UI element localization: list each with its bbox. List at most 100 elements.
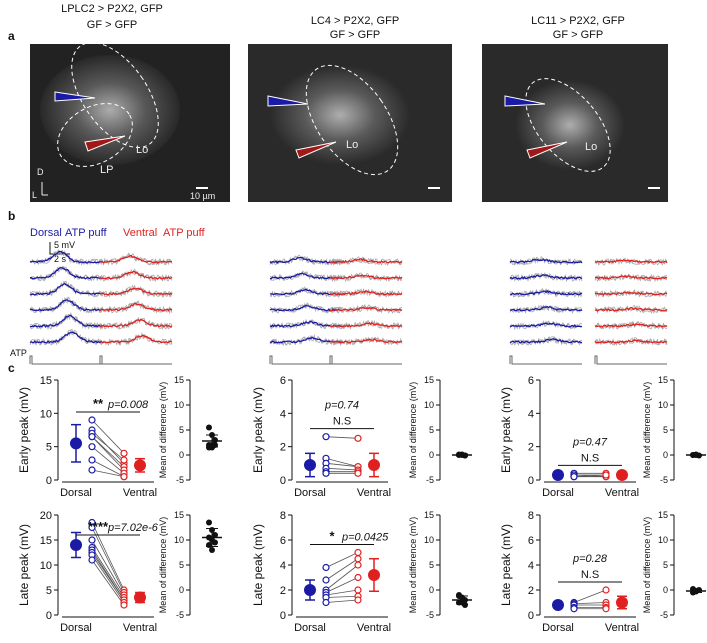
pair-line <box>325 457 359 468</box>
title: GF > GFP <box>553 29 603 41</box>
mean-trace <box>100 254 173 264</box>
data-point <box>354 561 362 569</box>
title: GF > GFP <box>330 29 380 41</box>
y-tick-label: 15 <box>424 375 434 385</box>
y-axis-label: Mean of difference (mV) <box>158 517 168 613</box>
region-label: Lo <box>346 139 358 151</box>
mean-trace <box>594 259 668 264</box>
trial-trace <box>99 300 173 314</box>
y-tick-label: 6 <box>280 375 286 387</box>
stimulus-marker <box>269 355 342 365</box>
pair-line <box>91 527 125 593</box>
data-point <box>322 576 330 584</box>
trial-trace <box>509 288 583 298</box>
trial-trace <box>99 284 173 299</box>
y-tick-label: 8 <box>528 510 534 522</box>
x-tick-label: Dorsal <box>294 487 326 499</box>
arrowhead <box>267 95 309 107</box>
data-point <box>206 542 212 548</box>
trial-trace <box>594 288 668 298</box>
y-tick-label: 5 <box>46 442 52 454</box>
p-value: p=0.28 <box>572 553 608 565</box>
p-value: p=7.02e-6 <box>107 522 159 534</box>
y-tick-label: 0 <box>46 610 52 622</box>
mean-trace <box>29 282 103 296</box>
mean-trace <box>30 299 103 312</box>
data-point <box>120 473 128 481</box>
mean-point <box>70 539 82 551</box>
y-tick-label: 10 <box>40 560 52 572</box>
y-tick-label: 0 <box>429 585 434 595</box>
trial-trace <box>329 304 403 314</box>
mean-trace <box>329 338 403 344</box>
pair-line <box>91 552 125 601</box>
pair-line <box>325 462 359 468</box>
data-point <box>602 605 610 613</box>
pair-line <box>573 589 607 603</box>
arrowhead <box>504 95 546 107</box>
significance: N.S <box>581 452 599 464</box>
y-tick-label: 6 <box>528 375 534 387</box>
data-point <box>602 586 610 594</box>
mean-trace <box>594 339 668 344</box>
data-point <box>322 433 330 441</box>
pair-line <box>325 589 359 596</box>
y-axis-label: Late peak (mV) <box>251 524 265 606</box>
x-tick-label: Ventral <box>123 487 157 499</box>
mean-trace <box>509 274 583 280</box>
y-axis-label: Mean of difference (mV) <box>408 517 418 613</box>
scale-label: 10 µm <box>190 191 215 201</box>
mean-trace <box>99 334 173 344</box>
y-tick-label: 10 <box>174 400 184 410</box>
y-tick-label: 10 <box>174 535 184 545</box>
stimulus-marker <box>29 355 102 365</box>
mean-trace <box>329 258 403 264</box>
y-axis-label: Early peak (mV) <box>251 387 265 473</box>
significance: N.S <box>581 569 599 581</box>
y-tick-label: 15 <box>40 535 52 547</box>
y-tick-label: 2 <box>528 585 534 597</box>
trial-trace <box>99 299 173 315</box>
data-point <box>354 434 362 442</box>
stimulus-marker <box>594 355 667 365</box>
stimulus-label: ATP <box>10 348 27 358</box>
mean-trace <box>329 306 403 312</box>
panel-a: a LPLC2 > P2X2, GFP GF > GFP LC4 > P2X2,… <box>8 3 668 202</box>
y-tick-label: -5 <box>176 475 184 485</box>
title: GF > GFP <box>87 19 137 31</box>
y-tick-label: 0 <box>179 585 184 595</box>
trial-trace <box>100 332 173 346</box>
y-tick-label: 10 <box>40 408 52 420</box>
region-label: LP <box>100 164 113 176</box>
mean-trace <box>594 323 668 328</box>
region-label: Lo <box>585 141 597 153</box>
data-point <box>88 536 96 544</box>
significance: * <box>329 529 335 544</box>
data-point <box>88 556 96 564</box>
trial-trace <box>509 287 583 298</box>
pair-line <box>91 459 125 478</box>
pair-line <box>91 547 125 598</box>
mean-trace <box>509 305 583 312</box>
y-axis-label: Late peak (mV) <box>499 524 513 606</box>
y-tick-label: 5 <box>46 585 52 597</box>
data-point <box>570 605 578 613</box>
pair-line <box>91 539 125 596</box>
mean-trace <box>594 274 668 280</box>
y-tick-label: 6 <box>528 535 534 547</box>
x-tick-label: Dorsal <box>542 487 574 499</box>
mean-point <box>552 469 564 481</box>
p-value: p=0.0425 <box>341 532 389 544</box>
y-tick-label: 0 <box>528 475 534 487</box>
panel-b: b Dorsal ATP puff Ventral ATP puff 5 mV … <box>8 209 668 365</box>
x-tick-label: Ventral <box>605 622 639 634</box>
data-point <box>322 563 330 572</box>
stimulus-marker <box>99 355 172 365</box>
pair-line <box>91 554 125 603</box>
mean-trace <box>509 258 583 264</box>
y-tick-label: 5 <box>429 425 434 435</box>
title: LC4 > P2X2, GFP <box>311 15 399 27</box>
data-point <box>354 596 362 604</box>
data-point <box>602 471 610 479</box>
